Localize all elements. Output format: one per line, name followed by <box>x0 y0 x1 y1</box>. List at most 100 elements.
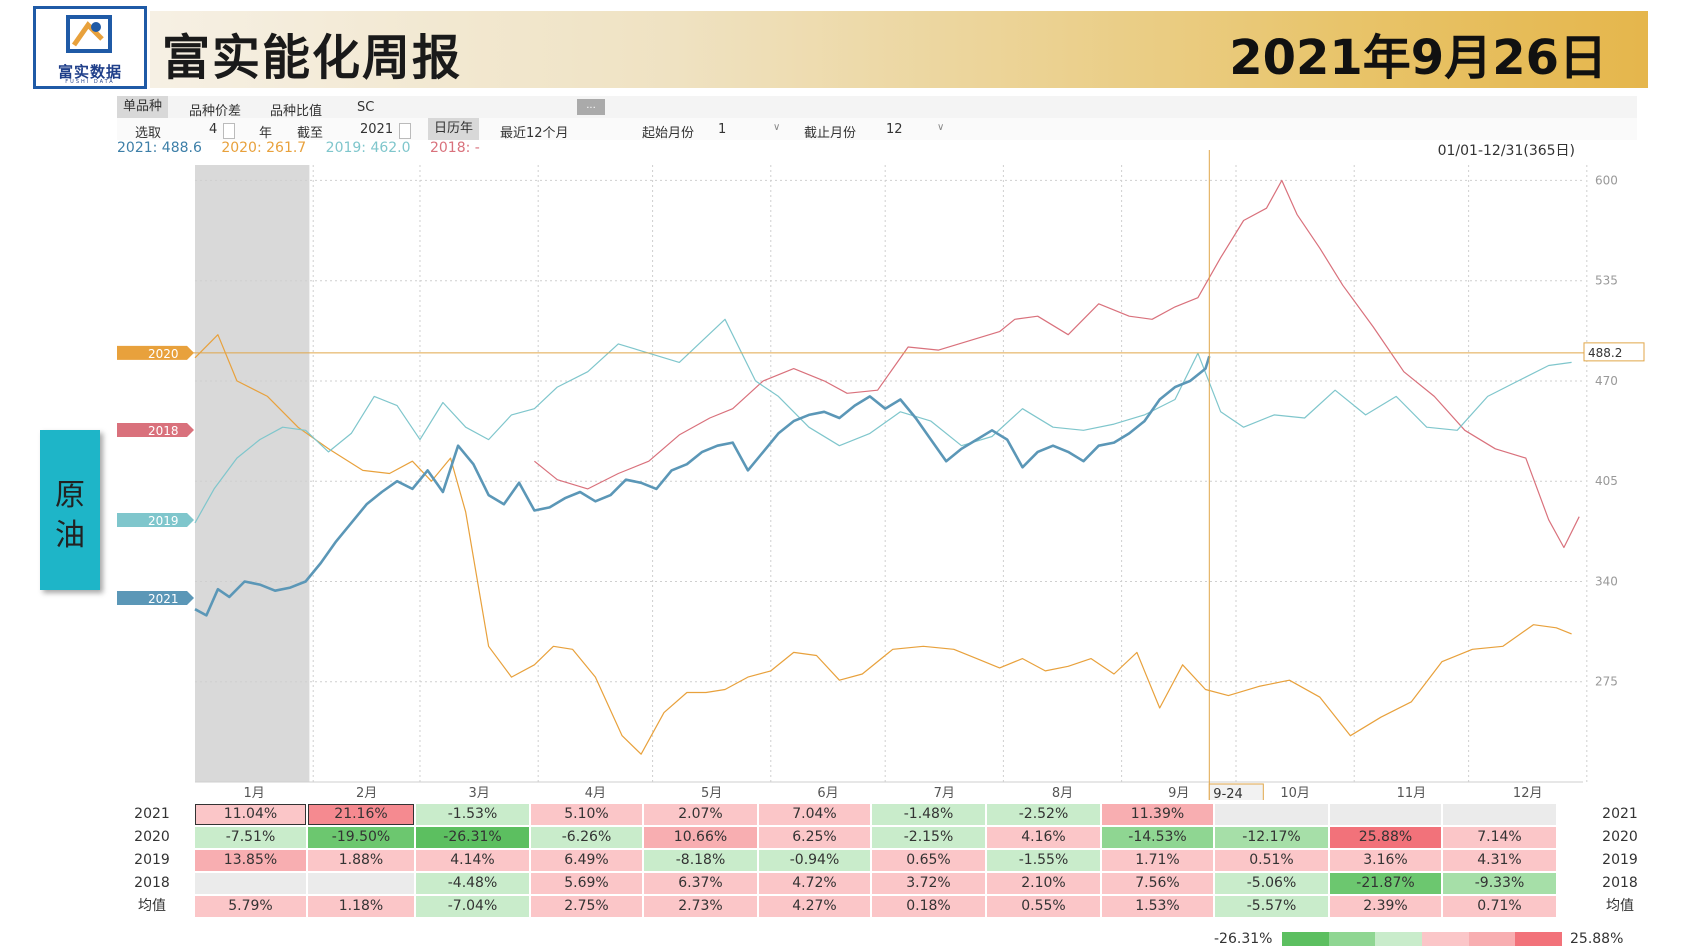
table-cell: 5.69% <box>531 873 642 894</box>
month-tick-label: 7月 <box>934 786 955 800</box>
table-cell: 6.37% <box>644 873 757 894</box>
table-cell: 3.16% <box>1330 850 1441 871</box>
seasonal-line-chart[interactable]: 1月 2月 3月 4月 5月 6月 7月 8月 9月 10月 11月 12月 275 340 405 470 5… <box>0 0 1687 800</box>
table-cell: 11.04% <box>195 804 306 825</box>
table-cell: 4.16% <box>987 827 1100 848</box>
tab-spread[interactable]: 品种价差 <box>189 104 242 119</box>
table-cell: -4.48% <box>416 873 529 894</box>
table-cell: 4.72% <box>759 873 870 894</box>
table-cell: -7.51% <box>195 827 306 848</box>
table-row-label: 2020 <box>134 829 170 845</box>
year-tag-label: 2019 <box>148 514 179 528</box>
table-row-label: 均值 <box>138 898 166 914</box>
table-cell: -7.04% <box>416 896 529 917</box>
year-tag-2021 <box>117 591 194 605</box>
table-cell: 5.10% <box>531 804 642 825</box>
table-cell <box>1443 804 1556 825</box>
commodity-tag: 原 油 <box>40 430 100 590</box>
y-tick-label: 405 <box>1595 474 1618 488</box>
option-bar: 选取 4 年 截至 2021 日历年 最近12个月 起始月份 1 ∨ 截止月份 … <box>117 118 1637 141</box>
y-tick-label: 275 <box>1595 675 1618 689</box>
table-cell: 7.56% <box>1102 873 1213 894</box>
y-tick-label: 340 <box>1595 574 1618 588</box>
select-count-input[interactable]: 4 <box>209 122 218 137</box>
table-cell: -1.48% <box>872 804 985 825</box>
until-label: 截至 <box>297 126 324 141</box>
y-tick-label: 470 <box>1595 374 1618 388</box>
series-legend: 2021: 488.6 2020: 261.7 2019: 462.0 2018… <box>117 140 495 156</box>
month-tick-label: 8月 <box>1052 786 1073 800</box>
table-cell: 4.31% <box>1443 850 1556 871</box>
month-tick-label: 1月 <box>243 786 264 800</box>
table-cell: -14.53% <box>1102 827 1213 848</box>
month-tick-label: 11月 <box>1397 786 1427 800</box>
month-tick-label: 9月 <box>1168 786 1189 800</box>
scale-swatch <box>1421 932 1469 946</box>
month-tick-label: 6月 <box>817 786 838 800</box>
table-row-label-right: 均值 <box>1606 898 1634 914</box>
month-tick-label: 3月 <box>468 786 489 800</box>
table-cell: -8.18% <box>644 850 757 871</box>
year-tag-label: 2021 <box>148 592 179 606</box>
year-tag-2019 <box>117 513 194 527</box>
cursor-date-label: 9-24 <box>1213 787 1243 800</box>
select-label: 选取 <box>135 126 162 141</box>
series-line-2020 <box>194 334 1572 755</box>
table-row-label: 2021 <box>134 806 170 822</box>
table-cell: -5.06% <box>1215 873 1328 894</box>
y-tick-label: 600 <box>1595 173 1618 187</box>
scale-swatch <box>1515 932 1562 946</box>
table-cell: -6.26% <box>531 827 642 848</box>
table-cell: 13.85% <box>195 850 306 871</box>
table-cell: 0.71% <box>1443 896 1556 917</box>
until-year-input[interactable]: 2021 <box>360 122 394 137</box>
table-cell: 2.07% <box>644 804 757 825</box>
table-cell <box>1330 804 1441 825</box>
calendar-year-toggle[interactable]: 日历年 <box>428 118 480 140</box>
series-line-2018 <box>534 179 1580 549</box>
table-cell: 4.27% <box>759 896 870 917</box>
tab-single[interactable]: 单品种 <box>117 96 169 118</box>
start-month-chevron-icon[interactable]: ∨ <box>773 122 781 133</box>
company-logo: 富实数据 FUSHI DATA <box>33 6 147 89</box>
table-cell: -2.52% <box>987 804 1100 825</box>
select-count-spinner[interactable] <box>223 123 235 139</box>
month-tick-label: 4月 <box>585 786 606 800</box>
series-line-2021 <box>194 355 1211 617</box>
table-cell: 6.25% <box>759 827 870 848</box>
start-month-select[interactable]: 1 <box>718 122 727 137</box>
recent-12-months-toggle[interactable]: 最近12个月 <box>500 126 569 141</box>
table-cell: 7.14% <box>1443 827 1556 848</box>
table-cell: 5.79% <box>195 896 306 917</box>
table-cell: 4.14% <box>416 850 529 871</box>
year-tag-label: 2018 <box>148 424 179 438</box>
scale-swatch <box>1282 932 1329 946</box>
tab-bar: 单品种 品种价差 品种比值 SC ... <box>117 96 1637 119</box>
year-tag-2020 <box>117 345 194 360</box>
table-cell: -19.50% <box>308 827 414 848</box>
logo-subtext: FUSHI DATA <box>65 79 115 85</box>
table-cell: -1.53% <box>416 804 529 825</box>
commodity-tag-char-1: 原 <box>55 478 85 513</box>
year-tag-label: 2020 <box>148 347 179 361</box>
series-line-2019 <box>194 318 1572 524</box>
table-cell: 1.53% <box>1102 896 1213 917</box>
table-cell: 1.88% <box>308 850 414 871</box>
more-button[interactable]: ... <box>577 99 605 115</box>
table-cell: 0.51% <box>1215 850 1328 871</box>
end-month-chevron-icon[interactable]: ∨ <box>937 122 945 133</box>
symbol-code[interactable]: SC <box>357 100 375 115</box>
until-year-spinner[interactable] <box>399 123 411 139</box>
table-cell: 6.49% <box>531 850 642 871</box>
tab-ratio[interactable]: 品种比值 <box>270 104 323 119</box>
end-month-select[interactable]: 12 <box>886 122 903 137</box>
table-cell: 25.88% <box>1330 827 1441 848</box>
cursor-date-box <box>1208 783 1264 800</box>
table-cell: 2.73% <box>644 896 757 917</box>
table-row-label-right: 2018 <box>1602 875 1638 891</box>
start-month-label: 起始月份 <box>642 126 695 141</box>
month-tick-label: 10月 <box>1280 786 1310 800</box>
table-cell: -5.57% <box>1215 896 1328 917</box>
table-cell: 1.71% <box>1102 850 1213 871</box>
january-shade <box>195 165 310 782</box>
